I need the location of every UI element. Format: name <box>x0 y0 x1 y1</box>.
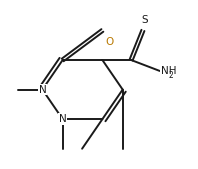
Text: N: N <box>38 84 46 95</box>
Text: 2: 2 <box>169 71 174 80</box>
Text: O: O <box>105 37 113 47</box>
Text: NH: NH <box>161 66 176 76</box>
Text: N: N <box>59 114 67 124</box>
Text: S: S <box>141 15 148 25</box>
